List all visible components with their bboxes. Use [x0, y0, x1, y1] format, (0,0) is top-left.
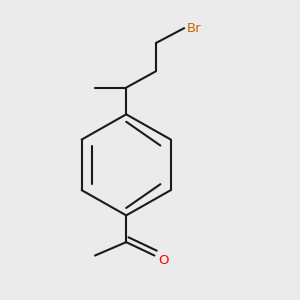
Text: O: O — [158, 254, 169, 267]
Text: Br: Br — [187, 22, 202, 34]
